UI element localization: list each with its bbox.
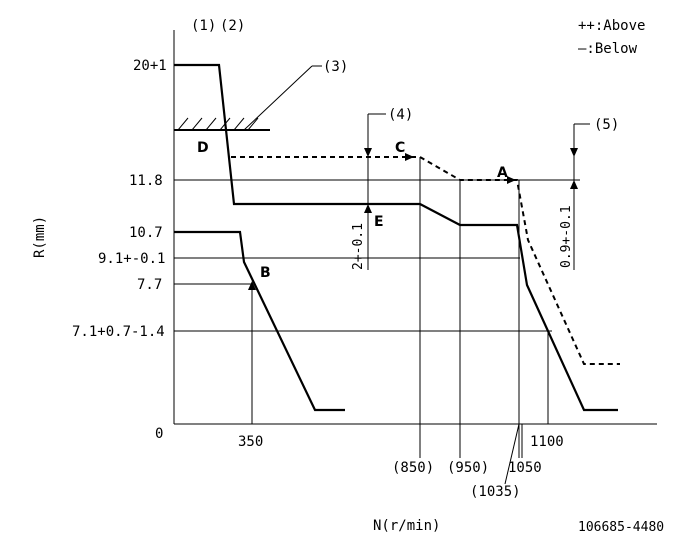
ytick-10-7: 10.7 (129, 225, 163, 241)
legend-above: ++:Above (578, 18, 645, 34)
upper-solid-curve (174, 63, 618, 412)
label-3: (3) (323, 59, 348, 75)
dim4-text: 2+-0.1 (351, 223, 366, 270)
ytick-20: 20+1 (133, 58, 167, 74)
point-a-label: A (497, 165, 508, 181)
dashed-above-curve (231, 156, 620, 365)
ytick-0: 0 (155, 426, 163, 442)
stopper-hatch (177, 117, 259, 131)
ytick-7-1: 7.1+0.7-1.4 (72, 324, 165, 340)
xtick-1100: 1100 (530, 434, 564, 450)
label-4: (4) (388, 107, 413, 123)
legend-below: —:Below (578, 41, 638, 57)
leader-1035 (504, 423, 520, 485)
xtick-1035: (1035) (470, 484, 521, 500)
dim4-arrow-bottom (364, 204, 372, 213)
point-c-label: C (395, 140, 405, 156)
y-axis-title: R(mm) (32, 216, 48, 258)
doc-id: 106685-4480 (578, 520, 664, 535)
label-1: (1) (191, 18, 216, 34)
xtick-350: 350 (238, 434, 263, 450)
leader-3 (243, 65, 313, 131)
point-a-arrow (507, 176, 516, 184)
xtick-1050: 1050 (508, 460, 542, 476)
point-e-label: E (374, 214, 384, 230)
dim4-arrow-top (364, 148, 372, 157)
point-b-arrow (248, 281, 256, 290)
dim5-arrow-top (570, 148, 578, 157)
point-b-label: B (260, 265, 271, 281)
dim5-text: 0.9+-0.1 (559, 205, 574, 268)
ytick-7-7: 7.7 (137, 277, 162, 293)
point-d-label: D (197, 140, 209, 156)
label-2: (2) (220, 18, 245, 34)
lower-solid-curve (174, 230, 345, 412)
xtick-850: (850) (392, 460, 434, 476)
dim5-arrow-bottom (570, 180, 578, 189)
x-axis-title: N(r/min) (373, 518, 440, 534)
point-c-arrow (405, 153, 414, 161)
ytick-9-1: 9.1+-0.1 (98, 251, 165, 267)
xtick-950: (950) (447, 460, 489, 476)
ytick-11-8: 11.8 (129, 173, 163, 189)
label-5: (5) (594, 117, 619, 133)
